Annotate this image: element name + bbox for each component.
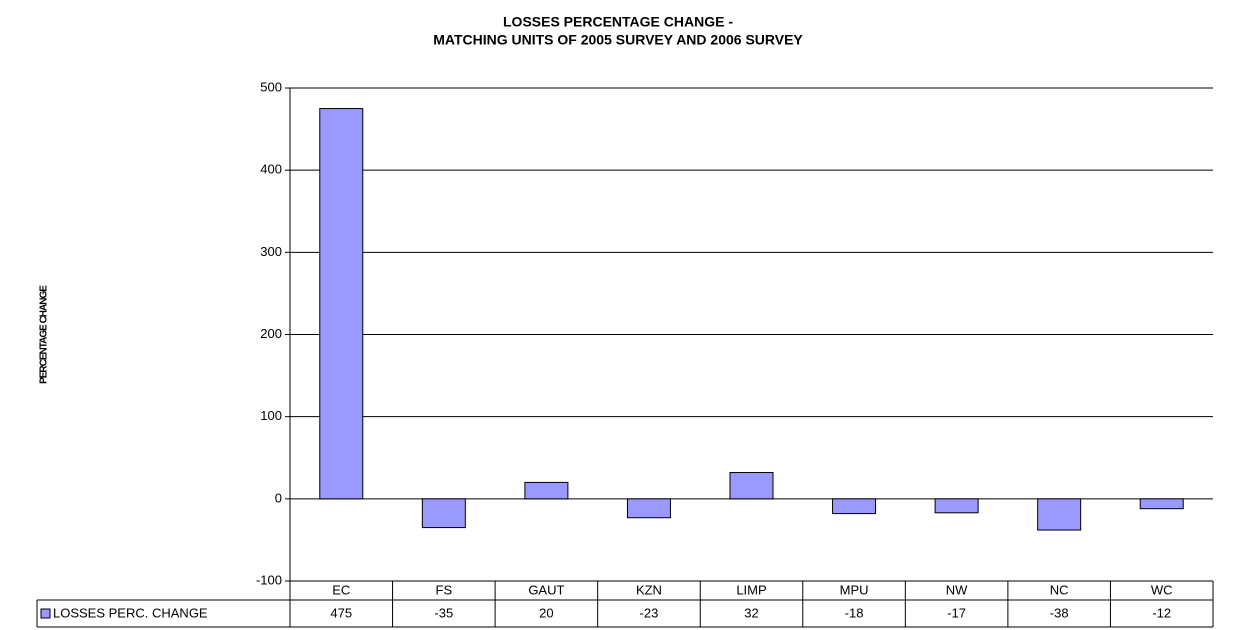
y-tick-label: 100 (260, 408, 282, 423)
table-value: -12 (1152, 605, 1171, 620)
bar (832, 498, 877, 515)
bar (421, 498, 466, 529)
table-value: -38 (1050, 605, 1069, 620)
chart-title: MATCHING UNITS OF 2005 SURVEY AND 2006 S… (433, 32, 803, 48)
y-tick-label: 500 (260, 79, 282, 94)
bar (319, 108, 364, 500)
bar (1139, 498, 1184, 510)
legend-label: LOSSES PERC. CHANGE (53, 605, 208, 620)
bar (1037, 498, 1082, 531)
y-tick-label: 300 (260, 244, 282, 259)
table-value: 20 (539, 605, 553, 620)
bar (626, 498, 671, 519)
x-tick-label: EC (332, 582, 350, 597)
legend-key (40, 608, 51, 619)
x-tick-label: KZN (636, 582, 662, 597)
x-tick-label: NC (1050, 582, 1069, 597)
y-axis-label: PERCENTAGE CHANGE (39, 285, 50, 384)
x-tick-label: FS (436, 582, 453, 597)
bar (934, 498, 979, 514)
table-value: -35 (434, 605, 453, 620)
x-tick-label: NW (946, 582, 968, 597)
table-value: 32 (744, 605, 758, 620)
y-tick-label: -100 (256, 572, 282, 587)
bar (524, 481, 569, 500)
x-tick-label: LIMP (736, 582, 766, 597)
y-tick-label: 0 (275, 490, 282, 505)
x-tick-label: WC (1151, 582, 1173, 597)
y-tick-label: 200 (260, 326, 282, 341)
y-tick-label: 400 (260, 162, 282, 177)
table-value: -18 (845, 605, 864, 620)
bar (729, 472, 774, 500)
x-tick-label: GAUT (528, 582, 564, 597)
table-value: 475 (330, 605, 352, 620)
x-tick-label: MPU (840, 582, 869, 597)
table-value: -17 (947, 605, 966, 620)
table-value: -23 (640, 605, 659, 620)
chart-title: LOSSES PERCENTAGE CHANGE - (503, 14, 733, 30)
